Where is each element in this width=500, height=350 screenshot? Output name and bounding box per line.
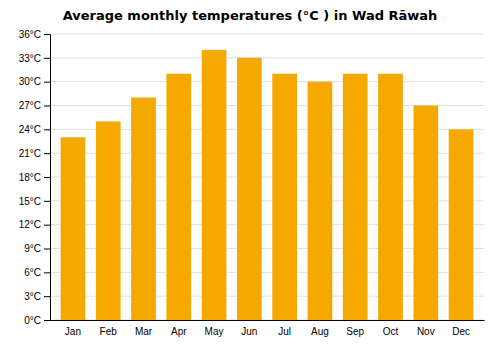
bar	[272, 74, 297, 320]
tick-label: 21°C	[19, 148, 41, 159]
bar	[61, 137, 86, 320]
tick-label: Sep	[346, 326, 364, 337]
grid-line	[50, 57, 484, 58]
tick: Aug	[311, 320, 329, 337]
bar	[378, 74, 403, 320]
tick: Nov	[417, 320, 435, 337]
tick-mark	[44, 249, 50, 250]
tick-mark	[44, 320, 50, 321]
tick: May	[205, 320, 224, 337]
tick: 15°C	[19, 196, 50, 207]
tick: Mar	[135, 320, 153, 337]
tick-label: Dec	[452, 326, 470, 337]
tick-label: 33°C	[19, 53, 41, 64]
bar	[413, 106, 438, 321]
title: Average monthly temperatures (°C ) in Wa…	[63, 8, 438, 23]
grid-line	[50, 81, 484, 82]
tick-label: Jul	[278, 326, 291, 337]
y-axis: 0°C 3°C 6°C 9°C 12°C 15°C 18°C 21°C 24°C 27°C 30°C…	[19, 29, 51, 326]
tick-mark	[44, 296, 50, 297]
tick: Apr	[171, 320, 187, 337]
tick-label: 30°C	[19, 76, 41, 87]
tick-label: 36°C	[19, 29, 41, 40]
tick: 6°C	[24, 267, 50, 278]
tick: Sep	[346, 320, 364, 337]
axis-line	[44, 35, 51, 321]
bar	[166, 74, 191, 320]
plot: 0°C 3°C 6°C 9°C 12°C 15°C 18°C 21°C 24°C 27°C 30°C…	[19, 29, 485, 337]
tick-label: Oct	[383, 326, 399, 337]
tick-mark	[44, 153, 50, 154]
axis-line	[51, 320, 485, 321]
bars	[61, 50, 474, 320]
tick-mark	[44, 82, 50, 83]
tick-label: Jun	[241, 326, 257, 337]
tick-mark	[44, 34, 50, 35]
bar	[308, 82, 333, 320]
bar	[96, 121, 121, 320]
tick-label: 15°C	[19, 196, 41, 207]
tick-mark	[44, 272, 50, 273]
tick: 18°C	[19, 172, 50, 183]
tick-mark	[44, 58, 50, 59]
tick-mark	[44, 201, 50, 202]
tick: 21°C	[19, 148, 50, 159]
tick: 33°C	[19, 53, 50, 64]
tick-label: 27°C	[19, 100, 41, 111]
bar	[343, 74, 368, 320]
tick: Dec	[452, 320, 470, 337]
tick-label: 12°C	[19, 219, 41, 230]
tick-label: Aug	[311, 326, 329, 337]
tick-label: 24°C	[19, 124, 41, 135]
tick: 3°C	[24, 291, 50, 302]
tick-label: 6°C	[24, 267, 41, 278]
tick-label: Mar	[135, 326, 153, 337]
tick: Jan	[65, 320, 81, 337]
tick-mark	[44, 106, 50, 107]
tick: 9°C	[24, 243, 50, 254]
tick: 30°C	[19, 76, 50, 87]
bar	[237, 58, 262, 320]
grid	[50, 34, 484, 320]
tick-label: 0°C	[24, 315, 41, 326]
tick: 0°C	[24, 315, 50, 326]
tick-mark	[44, 225, 50, 226]
tick: 36°C	[19, 29, 50, 40]
tick-label: Feb	[100, 326, 118, 337]
x-axis: Jan Feb Mar Apr May Jun Jul Aug Sep Oct Nov Dec	[51, 320, 485, 337]
grid-line	[50, 34, 484, 35]
tick-label: Nov	[417, 326, 435, 337]
chart: Average monthly temperatures (°C ) in Wa…	[0, 0, 500, 350]
tick-label: 9°C	[24, 243, 41, 254]
tick-label: 3°C	[24, 291, 41, 302]
bar	[131, 98, 156, 320]
tick-label: Apr	[171, 326, 187, 337]
tick: Jul	[278, 320, 291, 337]
tick: 24°C	[19, 124, 50, 135]
tick-label: May	[205, 326, 224, 337]
tick: Oct	[383, 320, 399, 337]
tick: Feb	[100, 320, 118, 337]
bar	[449, 129, 474, 320]
tick: 12°C	[19, 219, 50, 230]
tick: 27°C	[19, 100, 50, 111]
tick-label: Jan	[65, 326, 81, 337]
bar	[202, 50, 227, 320]
tick-mark	[44, 177, 50, 178]
tick: Jun	[241, 320, 257, 337]
tick-mark	[44, 129, 50, 130]
tick-label: 18°C	[19, 172, 41, 183]
